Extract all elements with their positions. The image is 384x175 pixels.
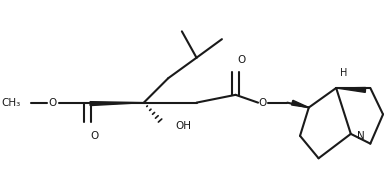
Text: N: N bbox=[357, 131, 364, 141]
Polygon shape bbox=[291, 100, 309, 107]
Text: H: H bbox=[340, 68, 348, 78]
Text: O: O bbox=[238, 55, 246, 65]
Text: O: O bbox=[259, 98, 267, 108]
Text: O: O bbox=[49, 98, 57, 108]
Text: O: O bbox=[90, 131, 98, 141]
Text: CH₃: CH₃ bbox=[2, 98, 21, 108]
Polygon shape bbox=[336, 88, 366, 92]
Text: OH: OH bbox=[175, 121, 191, 131]
Polygon shape bbox=[90, 102, 144, 106]
